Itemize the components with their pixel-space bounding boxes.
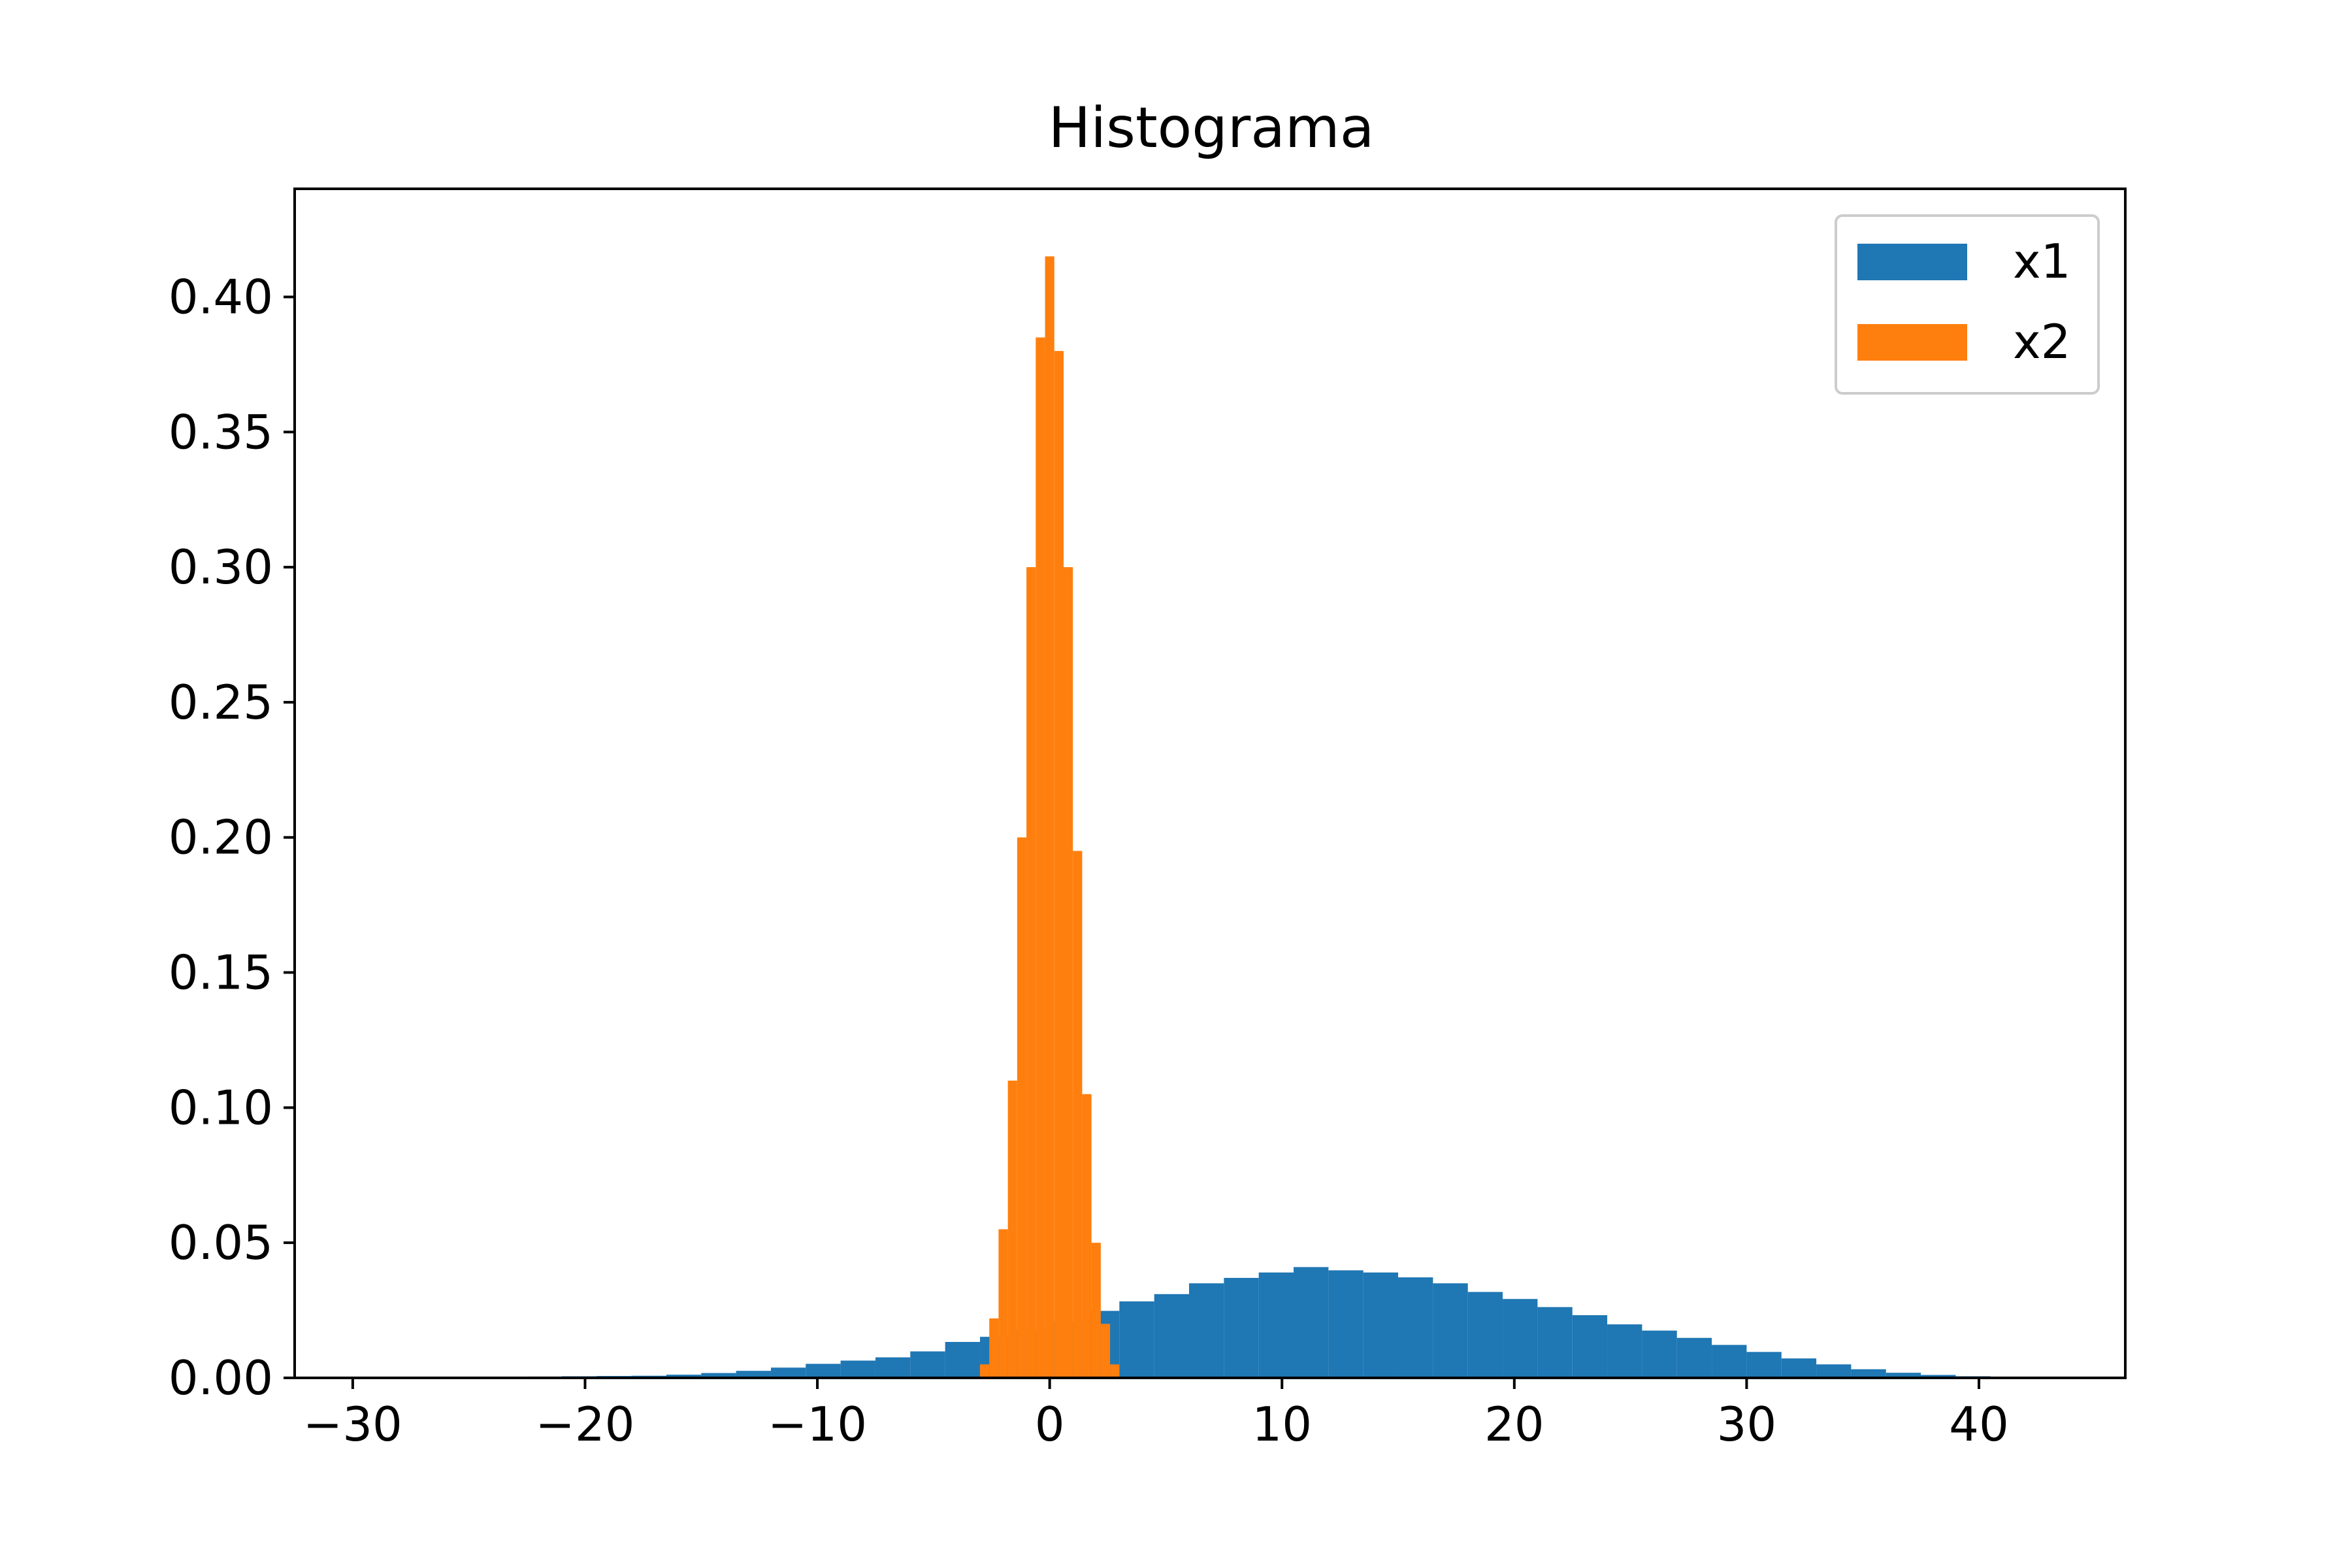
y-tick-label: 0.00	[169, 1350, 273, 1405]
x-tick-label: 40	[1949, 1397, 2009, 1452]
histogram-bar-x1-23	[1154, 1294, 1189, 1378]
legend-swatch-x1	[1857, 244, 1967, 280]
histogram-bar-x2-9	[1063, 567, 1073, 1378]
histogram-bar-x2-1	[989, 1318, 999, 1378]
histogram-bar-x1-9	[666, 1375, 702, 1378]
histogram-bar-x1-39	[1712, 1345, 1747, 1378]
y-axis: 0.00 0.05 0.10 0.15 0.20 0.25 0.30 0.35 0.40	[169, 269, 295, 1405]
histogram-bar-x1-17	[945, 1341, 980, 1378]
y-tick-label: 0.30	[169, 540, 273, 595]
histogram-bar-x1-45	[1921, 1375, 1956, 1378]
plot-frame	[293, 188, 2127, 1379]
histogram-bar-x1-12	[770, 1367, 806, 1378]
histogram-bar-x1-37	[1642, 1330, 1677, 1378]
histogram-bar-x2-0	[979, 1364, 990, 1378]
histogram-bar-x1-31	[1433, 1283, 1468, 1378]
histogram-bar-x1-22	[1119, 1301, 1154, 1378]
histogram-bar-x1-15	[875, 1357, 911, 1378]
histogram-bar-x1-25	[1224, 1277, 1259, 1378]
histogram-bar-x2-4	[1017, 837, 1027, 1378]
y-tick-label: 0.10	[169, 1080, 273, 1135]
histogram-bar-x1-27	[1294, 1267, 1329, 1378]
histogram-bar-x1-11	[736, 1371, 771, 1378]
x-tick-label: 20	[1484, 1397, 1544, 1452]
y-tick-label: 0.15	[169, 945, 273, 1000]
legend-label-x2: x2	[2013, 314, 2070, 369]
histogram-bar-x2-14	[1110, 1364, 1120, 1378]
histogram-bar-x1-43	[1851, 1369, 1886, 1378]
histogram-bar-x1-41	[1781, 1358, 1817, 1378]
legend-swatch-x2	[1857, 324, 1967, 361]
histogram-bar-x1-14	[840, 1360, 875, 1378]
histogram-bar-x2-12	[1091, 1243, 1101, 1378]
histogram-bar-x1-34	[1537, 1307, 1573, 1378]
chart-title: Histograma	[1049, 95, 1375, 161]
bars-layer	[352, 256, 2026, 1379]
y-tick-label: 0.20	[169, 810, 273, 865]
histogram-bar-x1-44	[1886, 1373, 1921, 1378]
histogram-bar-x1-24	[1189, 1283, 1224, 1378]
histogram-bar-x2-6	[1036, 337, 1045, 1378]
y-tick-label: 0.40	[169, 269, 273, 324]
histogram-bar-x1-13	[806, 1364, 841, 1378]
histogram-bar-x1-36	[1607, 1324, 1642, 1378]
histogram-bar-x2-3	[1007, 1081, 1017, 1378]
histogram-bar-x1-26	[1258, 1272, 1294, 1378]
x-tick-label: 30	[1717, 1397, 1777, 1452]
histogram-bar-x2-2	[998, 1229, 1008, 1378]
histogram-bar-x1-42	[1816, 1364, 1852, 1378]
x-tick-label: 0	[1035, 1397, 1065, 1452]
y-tick-label: 0.05	[169, 1215, 273, 1270]
histogram-bar-x2-13	[1100, 1324, 1111, 1378]
histogram-bar-x2-10	[1073, 851, 1083, 1378]
histogram-bar-x1-33	[1503, 1299, 1538, 1378]
x-tick-label: −20	[536, 1397, 635, 1452]
histogram-bar-x1-38	[1676, 1337, 1712, 1378]
histogram-bar-x1-40	[1746, 1352, 1782, 1378]
histogram-bar-x1-10	[701, 1373, 736, 1378]
histogram-bar-x2-5	[1026, 567, 1036, 1378]
legend: x1 x2	[1835, 214, 2100, 395]
x-tick-label: 10	[1252, 1397, 1312, 1452]
x-tick-label: −30	[303, 1397, 402, 1452]
histogram-bar-x2-7	[1045, 256, 1054, 1378]
x-tick-label: −10	[768, 1397, 867, 1452]
histogram-bar-x1-32	[1467, 1292, 1503, 1378]
histogram-bar-x1-35	[1572, 1315, 1608, 1378]
histogram-bar-x1-28	[1328, 1270, 1364, 1378]
y-tick-label: 0.35	[169, 404, 273, 459]
histogram-bar-x1-29	[1363, 1272, 1399, 1378]
histogram-bar-x2-11	[1082, 1094, 1092, 1378]
legend-label-x1: x1	[2013, 234, 2070, 289]
histogram-bar-x1-16	[910, 1351, 945, 1378]
histogram-bar-x1-30	[1398, 1277, 1433, 1378]
x-axis: −30 −20 −10 0 10 20 30 40	[303, 1378, 2009, 1452]
histogram-bar-x2-8	[1054, 351, 1064, 1379]
y-tick-label: 0.25	[169, 675, 273, 730]
